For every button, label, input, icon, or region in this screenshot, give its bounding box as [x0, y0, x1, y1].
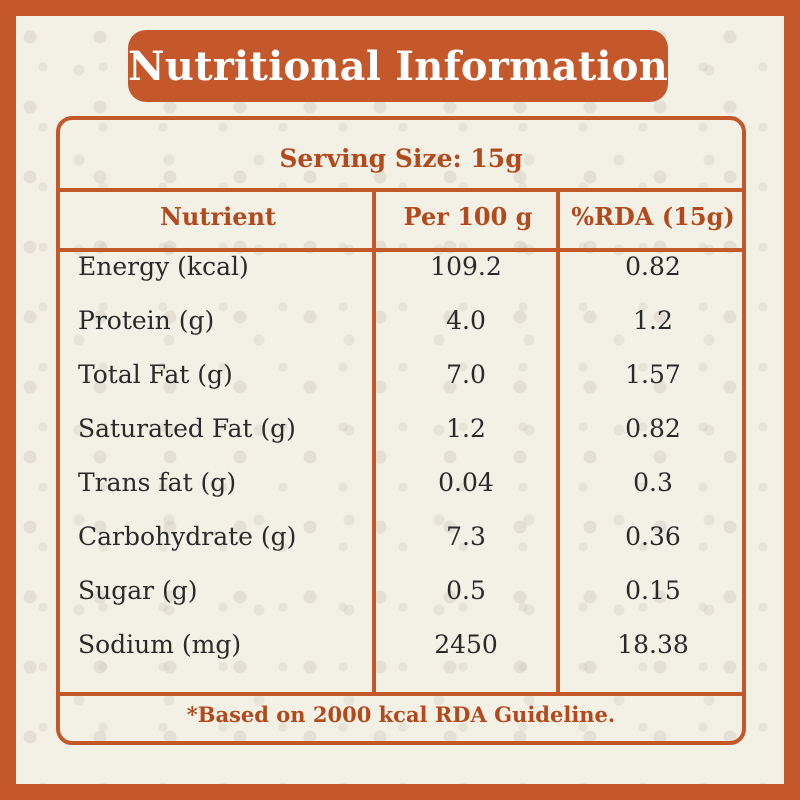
nutrient-name: Trans fat (g) — [78, 468, 237, 497]
nutrient-name: Total Fat (g) — [78, 360, 233, 389]
label-background — [16, 16, 784, 784]
header-rda: %RDA (15g) — [571, 202, 735, 231]
per100-value: 7.0 — [446, 360, 486, 389]
divider-top — [60, 188, 742, 192]
nutrient-name: Carbohydrate (g) — [78, 522, 297, 551]
title-banner: Nutritional Information — [128, 30, 668, 102]
table-row: Carbohydrate (g) 7.3 0.36 — [60, 522, 742, 576]
page-title: Nutritional Information — [128, 42, 668, 90]
per100-value: 1.2 — [446, 414, 486, 443]
per100-value: 4.0 — [446, 306, 486, 335]
nutrient-name: Energy (kcal) — [78, 252, 249, 281]
table-row: Sugar (g) 0.5 0.15 — [60, 576, 742, 630]
rda-value: 0.82 — [625, 252, 681, 281]
table-row: Saturated Fat (g) 1.2 0.82 — [60, 414, 742, 468]
nutrient-name: Sodium (mg) — [78, 630, 242, 659]
rda-value: 0.82 — [625, 414, 681, 443]
divider-header — [60, 248, 742, 252]
table-row: Trans fat (g) 0.04 0.3 — [60, 468, 742, 522]
serving-size: Serving Size: 15g — [279, 144, 523, 173]
header-per100: Per 100 g — [403, 202, 533, 231]
rda-value: 0.36 — [625, 522, 681, 551]
rda-value: 18.38 — [617, 630, 689, 659]
per100-value: 109.2 — [430, 252, 502, 281]
table-row: Sodium (mg) 2450 18.38 — [60, 630, 742, 684]
per100-value: 0.04 — [438, 468, 494, 497]
header-nutrient: Nutrient — [159, 202, 277, 231]
column-divider-1 — [372, 188, 376, 696]
table-row: Protein (g) 4.0 1.2 — [60, 306, 742, 360]
footnote: *Based on 2000 kcal RDA Guideline. — [186, 702, 616, 727]
rda-value: 1.57 — [625, 360, 681, 389]
nutrition-table: Serving Size: 15g Nutrient Per 100 g %RD… — [56, 116, 746, 745]
nutrient-name: Sugar (g) — [78, 576, 198, 605]
per100-value: 0.5 — [446, 576, 486, 605]
rda-value: 0.3 — [633, 468, 673, 497]
table-row: Energy (kcal) 109.2 0.82 — [60, 252, 742, 306]
column-divider-2 — [556, 188, 560, 696]
divider-bottom — [60, 692, 742, 696]
rda-value: 0.15 — [625, 576, 681, 605]
nutrient-name: Protein (g) — [78, 306, 215, 335]
per100-value: 2450 — [434, 630, 498, 659]
nutrient-name: Saturated Fat (g) — [78, 414, 296, 443]
rda-value: 1.2 — [633, 306, 673, 335]
per100-value: 7.3 — [446, 522, 486, 551]
table-row: Total Fat (g) 7.0 1.57 — [60, 360, 742, 414]
